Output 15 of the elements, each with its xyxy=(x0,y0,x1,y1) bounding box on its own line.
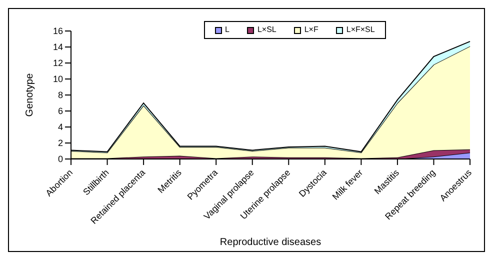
y-tick-label: 10 xyxy=(52,74,63,84)
y-tick-label: 12 xyxy=(52,58,63,68)
y-tick-label: 4 xyxy=(58,122,63,132)
y-tick-label: 0 xyxy=(58,154,63,164)
x-axis-title: Reproductive diseases xyxy=(220,237,322,248)
legend-label: L×SL xyxy=(257,24,276,36)
y-axis-title: Genotype xyxy=(24,72,36,117)
y-tick-label: 14 xyxy=(52,42,63,52)
y-tick-label: 8 xyxy=(58,90,63,100)
y-tick-label: 2 xyxy=(58,138,63,148)
legend-label: L×F xyxy=(304,24,318,36)
legend-label: L xyxy=(225,24,230,36)
y-tick-label: 6 xyxy=(58,106,63,116)
legend-label: L×F×SL xyxy=(346,24,375,36)
y-tick-label: 16 xyxy=(52,26,63,36)
